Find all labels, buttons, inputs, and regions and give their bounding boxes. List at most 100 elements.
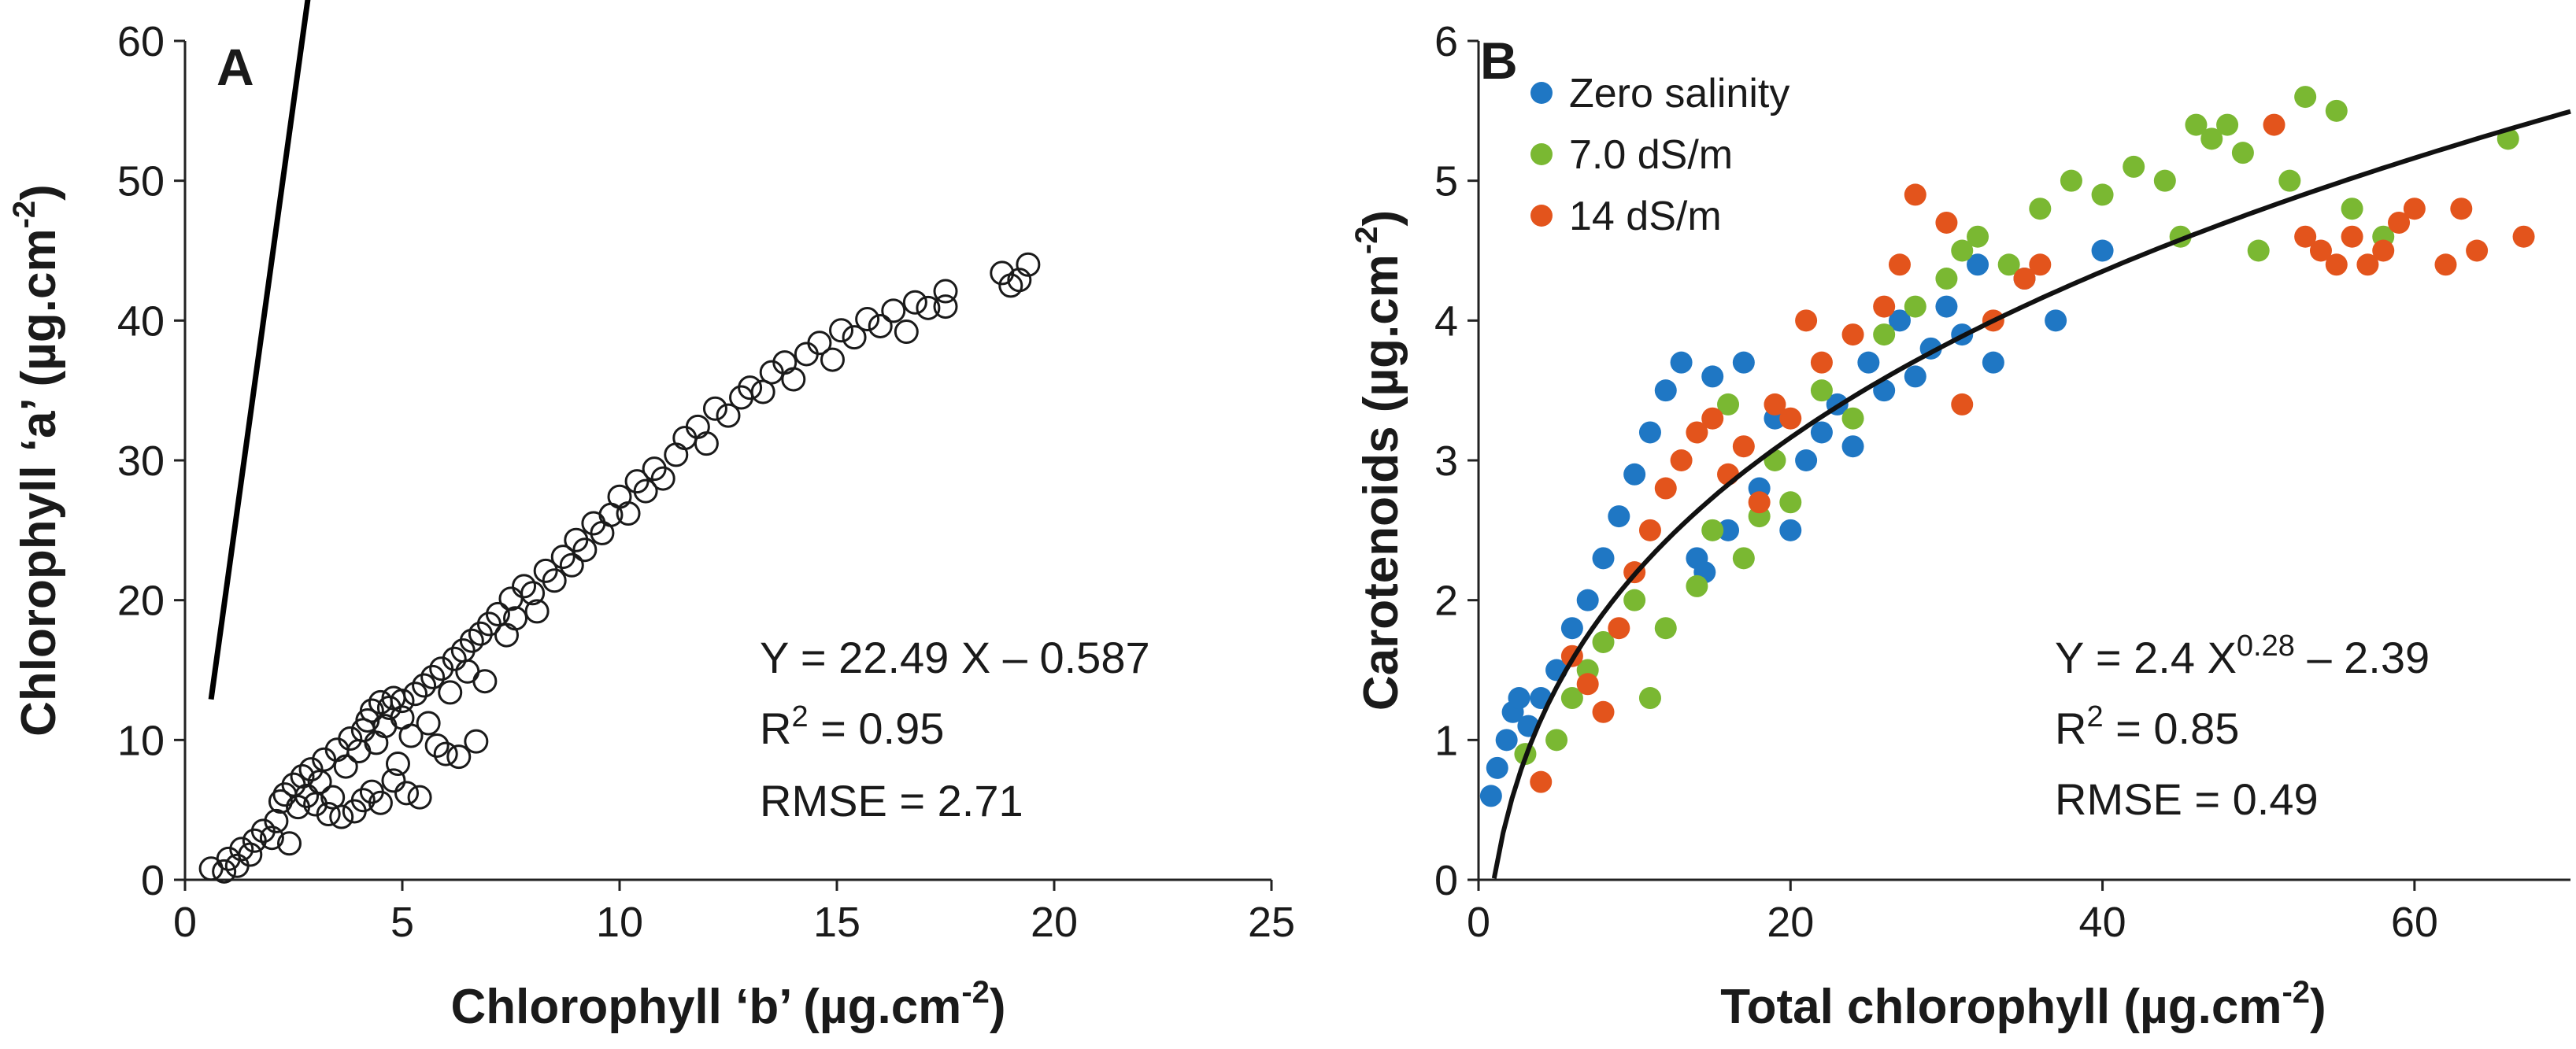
- panel-a-point-chlorophyll-a-vs-b-76: [572, 537, 598, 563]
- panel-a-fit-line: [208, 0, 311, 700]
- panel-a-point-chlorophyll-a-vs-b-102: [842, 325, 867, 350]
- panel-b-rmse: RMSE = 0.49: [2055, 774, 2319, 824]
- panel-b-x-tick-label-3: 60: [2391, 899, 2438, 946]
- panel-b-point-zero-salinity-4: [1508, 687, 1530, 710]
- panel-b-point-zero-salinity-1: [1486, 756, 1508, 779]
- panel-a-point-chlorophyll-a-vs-b-65: [494, 622, 519, 648]
- panel-b-point-14-ds-m-34: [2388, 211, 2411, 234]
- panel-b-point-7-0-ds-m-39: [2231, 142, 2254, 164]
- panel-a-point-chlorophyll-a-vs-b-77: [581, 511, 606, 536]
- panel-b-point-7-0-ds-m-23: [2029, 198, 2052, 220]
- panel-b-point-7-0-ds-m-24: [2060, 169, 2082, 192]
- panel-a-point-chlorophyll-a-vs-b-45: [398, 723, 424, 748]
- panel-a-point-chlorophyll-a-vs-b-101: [829, 318, 854, 343]
- panel-a-point-chlorophyll-a-vs-b-16: [294, 783, 320, 808]
- panel-b-point-14-ds-m-15: [1779, 407, 1802, 430]
- panel-a-point-chlorophyll-a-vs-b-9: [264, 808, 289, 833]
- panel-b-point-14-ds-m-35: [2403, 198, 2426, 220]
- panel-a-point-chlorophyll-a-vs-b-12: [276, 831, 302, 856]
- panel-a-point-chlorophyll-a-vs-b-43: [390, 689, 415, 714]
- panel-a-point-chlorophyll-a-vs-b-21: [316, 801, 341, 826]
- panel-b-point-14-ds-m-32: [2356, 253, 2379, 276]
- panel-a-point-chlorophyll-a-vs-b-56: [446, 744, 472, 770]
- panel-a: 0 5 10 15 20 25 0 10 20 30 40 50 60 A Chlorophyll ‘…: [7, 0, 1295, 1034]
- panel-a-point-chlorophyll-a-vs-b-46: [403, 681, 428, 707]
- panel-b-point-7-0-ds-m-7: [1654, 617, 1677, 640]
- panel-b-point-zero-salinity-27: [1857, 351, 1880, 374]
- panel-b-point-zero-salinity-35: [1982, 351, 2004, 374]
- panel-a-r-squared: R2 = 0.95: [760, 700, 944, 753]
- panel-a-point-chlorophyll-a-vs-b-85: [650, 466, 675, 491]
- panel-b-point-zero-salinity-29: [1888, 309, 1911, 332]
- panel-a-y-tick-label-1: 10: [117, 717, 165, 764]
- panel-a-point-chlorophyll-a-vs-b-73: [550, 545, 576, 570]
- panel-a-point-chlorophyll-a-vs-b-97: [781, 367, 806, 392]
- panel-a-point-chlorophyll-a-vs-b-49: [416, 711, 441, 736]
- panel-b-point-7-0-ds-m-14: [1779, 491, 1802, 514]
- panel-a-point-chlorophyll-a-vs-b-47: [407, 785, 432, 810]
- panel-a-point-chlorophyll-a-vs-b-68: [512, 574, 537, 599]
- panel-a-point-chlorophyll-a-vs-b-60: [464, 729, 489, 754]
- panel-a-point-chlorophyll-a-vs-b-81: [616, 501, 641, 526]
- panel-b-point-zero-salinity-15: [1670, 351, 1693, 374]
- panel-b-point-14-ds-m-30: [2325, 253, 2348, 276]
- panel-b-point-zero-salinity-12: [1623, 463, 1646, 486]
- panel-a-point-chlorophyll-a-vs-b-103: [855, 307, 880, 332]
- panel-b-point-zero-salinity-14: [1654, 379, 1677, 402]
- panel-a-x-axis-title: Chlorophyll ‘b’ (µg.cm-2): [450, 975, 1005, 1034]
- panel-b-point-7-0-ds-m-2: [1560, 687, 1583, 710]
- panel-a-point-chlorophyll-a-vs-b-70: [524, 599, 550, 624]
- panel-b-point-7-0-ds-m-31: [2216, 113, 2239, 136]
- panel-b-point-zero-salinity-2: [1495, 729, 1518, 752]
- panel-b-point-14-ds-m-37: [2450, 198, 2473, 220]
- panel-a-point-chlorophyll-a-vs-b-111: [990, 260, 1015, 286]
- panel-a-point-chlorophyll-a-vs-b-106: [894, 320, 919, 345]
- panel-a-point-chlorophyll-a-vs-b-15: [290, 764, 315, 789]
- legend-marker-14-ds-m: [1530, 205, 1553, 227]
- panel-b-point-14-ds-m-8: [1670, 449, 1693, 471]
- panel-a-point-chlorophyll-a-vs-b-24: [329, 804, 354, 829]
- panel-b-point-14-ds-m-13: [1748, 491, 1771, 514]
- panel-a-point-chlorophyll-a-vs-b-62: [472, 669, 498, 694]
- panel-b-y-ticks: 0 1 2 3 4 5 6: [1434, 18, 1479, 904]
- panel-b-point-zero-salinity-23: [1795, 449, 1818, 471]
- panel-a-y-tick-label-6: 60: [117, 18, 165, 65]
- panel-a-point-chlorophyll-a-vs-b-91: [716, 403, 741, 428]
- panel-a-point-chlorophyll-a-vs-b-90: [702, 396, 727, 421]
- panel-b-y-tick-label-4: 4: [1434, 297, 1458, 345]
- panel-a-point-chlorophyll-a-vs-b-84: [642, 456, 667, 482]
- panel-a-point-chlorophyll-a-vs-b-67: [503, 606, 528, 631]
- panel-a-point-chlorophyll-a-vs-b-11: [272, 782, 298, 807]
- panel-b-point-14-ds-m-0: [1530, 770, 1553, 793]
- panel-b-point-zero-salinity-38: [2091, 239, 2114, 262]
- panel-b-y-tick-label-6: 6: [1434, 18, 1458, 65]
- panel-a-equation: Y = 22.49 X – 0.587: [760, 633, 1150, 682]
- panel-b-point-7-0-ds-m-36: [2341, 198, 2363, 220]
- panel-b-point-14-ds-m-7: [1654, 477, 1677, 500]
- panel-b-r-squared: R2 = 0.85: [2055, 700, 2239, 753]
- legend-marker-zero-salinity: [1530, 82, 1553, 104]
- panel-a-point-chlorophyll-a-vs-b-80: [607, 484, 632, 509]
- panel-a-point-chlorophyll-a-vs-b-105: [881, 298, 906, 323]
- panel-b-point-14-ds-m-27: [2263, 113, 2285, 136]
- panel-a-point-chlorophyll-a-vs-b-59: [459, 628, 484, 653]
- panel-a-y-tick-label-2: 20: [117, 578, 165, 625]
- panel-b-point-7-0-ds-m-18: [1904, 295, 1926, 318]
- panel-a-point-chlorophyll-a-vs-b-40: [381, 768, 406, 793]
- panel-a-y-tick-label-5: 50: [117, 158, 165, 205]
- panel-b-point-7-0-ds-m-10: [1717, 393, 1740, 416]
- panel-a-y-ticks: 0 10 20 30 40 50 60: [117, 18, 185, 904]
- panel-a-point-chlorophyll-a-vs-b-113: [1007, 268, 1032, 293]
- panel-b-point-7-0-ds-m-29: [2185, 113, 2208, 136]
- panel-a-point-chlorophyll-a-vs-b-86: [664, 442, 689, 467]
- panel-b-point-14-ds-m-12: [1732, 435, 1755, 458]
- panel-a-x-tick-label-2: 10: [596, 899, 643, 946]
- panel-a-x-ticks: 0 5 10 15 20 25: [173, 880, 1295, 946]
- panel-a-rmse: RMSE = 2.71: [760, 776, 1023, 826]
- panel-b-point-14-ds-m-14: [1764, 393, 1786, 416]
- legend-marker-7-ds-m: [1530, 143, 1553, 165]
- panel-b-point-14-ds-m-26: [2029, 253, 2052, 276]
- panel-b-point-zero-salinity-0: [1479, 785, 1502, 807]
- panel-a-point-chlorophyll-a-vs-b-34: [364, 730, 389, 755]
- panel-a-point-chlorophyll-a-vs-b-69: [520, 581, 546, 606]
